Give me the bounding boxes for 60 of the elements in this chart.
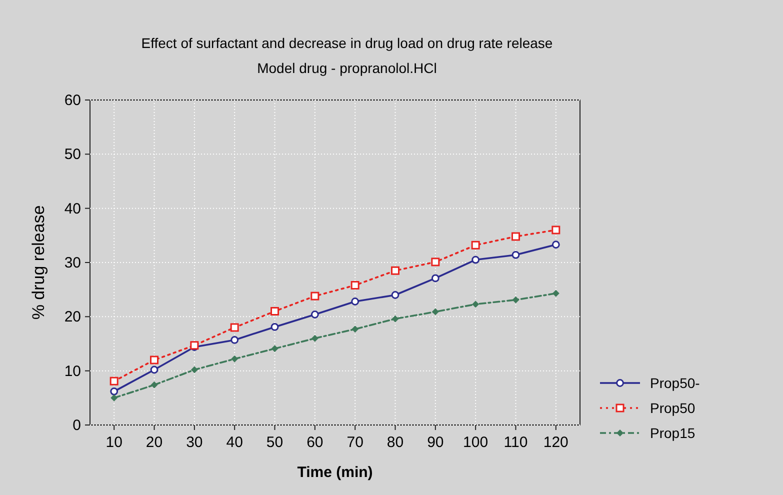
y-tick-label: 0 bbox=[72, 417, 81, 434]
point bbox=[552, 226, 560, 234]
point bbox=[512, 250, 520, 259]
point bbox=[231, 355, 238, 362]
point bbox=[150, 381, 158, 388]
chart-subtitle: Model drug - propranolol.HCl bbox=[257, 60, 437, 76]
point bbox=[270, 307, 280, 316]
point bbox=[311, 334, 318, 342]
point bbox=[230, 336, 239, 344]
x-tick-label: 20 bbox=[146, 434, 163, 451]
point bbox=[432, 308, 439, 316]
point bbox=[150, 356, 159, 364]
point bbox=[310, 310, 319, 318]
x-axis-title: Time (min) bbox=[297, 464, 373, 481]
y-tick-label: 60 bbox=[64, 92, 81, 109]
point bbox=[472, 300, 480, 308]
point bbox=[190, 366, 198, 374]
point bbox=[351, 298, 360, 306]
x-tick-label: 90 bbox=[427, 434, 444, 451]
point bbox=[230, 323, 239, 332]
point bbox=[271, 345, 278, 352]
point bbox=[471, 240, 480, 250]
chart-title: Effect of surfactant and decrease in drug load on drug rate release bbox=[141, 35, 553, 51]
point bbox=[390, 266, 400, 275]
x-tick-label: 70 bbox=[346, 434, 364, 451]
point bbox=[110, 387, 118, 396]
point bbox=[350, 281, 360, 290]
point bbox=[431, 258, 440, 266]
x-tick-label: 40 bbox=[226, 434, 243, 451]
y-axis-title: % drug release bbox=[29, 205, 48, 320]
point bbox=[391, 291, 400, 299]
y-tick-label: 50 bbox=[64, 146, 81, 164]
point bbox=[552, 290, 560, 297]
y-tick-label: 10 bbox=[64, 362, 81, 380]
legend-label: Prop50- bbox=[650, 375, 700, 391]
point bbox=[472, 256, 480, 264]
point bbox=[270, 323, 279, 331]
legend-label: Prop50 bbox=[650, 400, 696, 416]
point bbox=[110, 394, 118, 402]
x-tick-label: 110 bbox=[504, 434, 528, 451]
y-tick-label: 40 bbox=[64, 200, 81, 218]
point bbox=[352, 326, 359, 333]
point bbox=[431, 274, 440, 282]
y-tick-label: 30 bbox=[64, 254, 81, 272]
point bbox=[150, 366, 158, 374]
point bbox=[110, 376, 118, 386]
x-tick-label: 10 bbox=[106, 434, 122, 451]
point bbox=[512, 296, 520, 304]
x-tick-label: 120 bbox=[543, 434, 568, 451]
point bbox=[310, 292, 320, 300]
x-tick-label: 30 bbox=[186, 434, 203, 451]
x-tick-label: 60 bbox=[306, 434, 324, 451]
x-tick-label: 80 bbox=[386, 434, 404, 451]
point bbox=[511, 232, 520, 241]
point bbox=[552, 240, 560, 249]
point bbox=[392, 315, 399, 322]
legend-label: Prop15 bbox=[650, 425, 696, 441]
y-tick-label: 20 bbox=[64, 308, 81, 326]
x-tick-label: 100 bbox=[463, 434, 488, 451]
x-tick-label: 50 bbox=[266, 434, 284, 451]
